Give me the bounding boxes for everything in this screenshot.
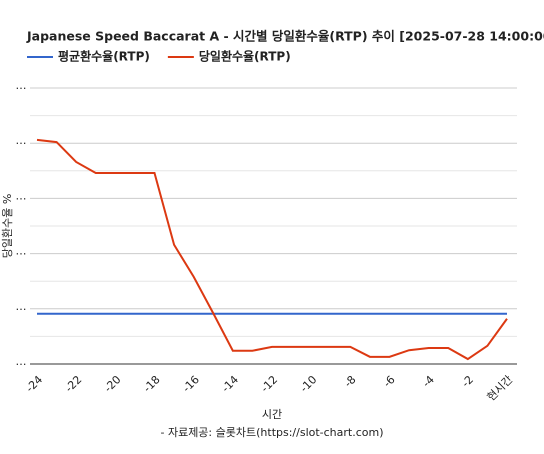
y-tick-label: … [16, 134, 27, 147]
y-tick-label: … [16, 355, 27, 368]
x-tick-label: -4 [420, 373, 437, 390]
x-axis-label: 시간 [262, 408, 282, 421]
y-tick-label: … [16, 300, 27, 313]
x-tick-label: -14 [219, 373, 241, 395]
x-tick-label: -12 [258, 373, 280, 395]
x-tick-label: 현시간 [485, 373, 516, 404]
x-tick-label: -16 [180, 373, 202, 395]
legend-label: 당일환수율(RTP) [199, 49, 291, 64]
x-tick-label: -6 [381, 373, 398, 390]
x-tick-label: -2 [459, 373, 476, 390]
source-note: - 자료제공: 슬롯차트(https://slot-chart.com) [160, 426, 383, 439]
chart-title: Japanese Speed Baccarat A - 시간별 당일환수율(RT… [26, 29, 544, 44]
x-tick-label: -22 [63, 373, 85, 395]
x-tick-label: -24 [23, 373, 45, 395]
y-axis-label: 당일환수율 % [0, 194, 14, 259]
x-tick-label: -20 [102, 373, 124, 395]
series-line [36, 138, 508, 361]
x-tick-label: -10 [298, 373, 320, 395]
x-tick-label: -18 [141, 373, 163, 395]
y-tick-label: … [16, 189, 27, 202]
y-tick-label: … [16, 79, 27, 92]
x-tick-label: -8 [342, 373, 359, 390]
legend-label: 평균환수율(RTP) [58, 49, 150, 64]
y-tick-label: … [16, 245, 27, 258]
